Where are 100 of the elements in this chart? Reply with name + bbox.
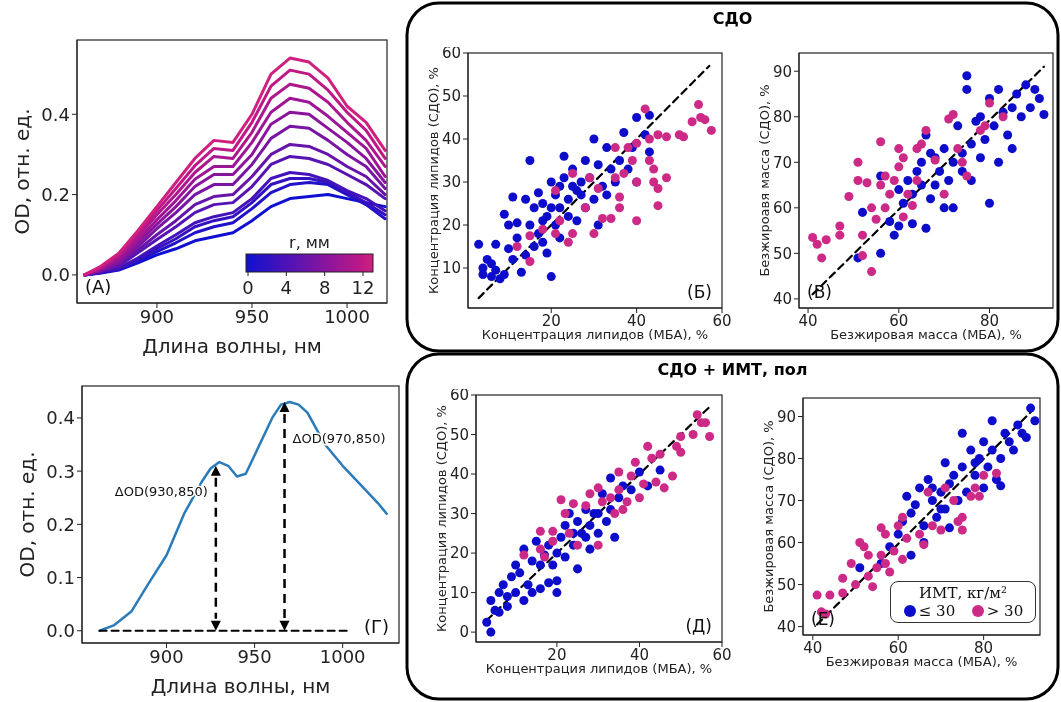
point (511, 560, 521, 570)
point (996, 481, 1006, 491)
point (907, 201, 917, 211)
point (906, 508, 916, 518)
x-tick-label: 60 (889, 311, 909, 330)
point (926, 194, 936, 204)
y-tick-label: 60 (441, 44, 461, 63)
point (560, 520, 570, 530)
x-tick-label: 60 (888, 638, 908, 657)
point (857, 230, 868, 240)
point (1004, 437, 1014, 447)
point (948, 157, 958, 167)
point (867, 267, 877, 277)
x-tick-label: 1000 (319, 645, 366, 667)
point (651, 477, 661, 487)
point (994, 84, 1004, 94)
point (655, 465, 665, 475)
point (897, 554, 908, 564)
point (857, 207, 868, 217)
point (626, 485, 636, 495)
annotation: (Б) (687, 282, 712, 302)
point (519, 596, 529, 606)
y-tick-label: 60 (772, 199, 792, 218)
annotation: (Е) (811, 609, 836, 629)
point (940, 483, 950, 493)
x-tick-label: 900 (139, 305, 175, 327)
point (939, 203, 949, 213)
y-tick-label: 0.2 (41, 183, 70, 205)
point (876, 248, 886, 258)
legend-label: > 30 (986, 602, 1024, 620)
point (863, 571, 873, 581)
point (593, 483, 603, 493)
point (893, 521, 903, 531)
point (962, 171, 972, 181)
y-tick-label: 0.4 (46, 407, 75, 429)
point (966, 139, 976, 149)
y-tick-label: 0.2 (46, 513, 75, 535)
point (970, 483, 980, 493)
point (486, 627, 496, 637)
point (535, 544, 545, 554)
point (672, 441, 682, 451)
point (494, 607, 504, 617)
point (939, 189, 949, 199)
point (551, 186, 561, 196)
y-axis-title: Концентрация липидов (СДО), % (426, 67, 441, 294)
point (912, 166, 922, 176)
y-tick-label: 50 (449, 425, 469, 444)
point (885, 567, 895, 577)
point (606, 473, 616, 483)
point (560, 509, 570, 519)
annotation: (Д) (685, 616, 712, 636)
point (622, 497, 632, 507)
point (597, 214, 607, 224)
point (939, 144, 949, 154)
point (855, 563, 865, 573)
y-axis-title: OD, отн. ед. (10, 108, 34, 235)
point (538, 224, 548, 234)
point (979, 483, 989, 493)
point (919, 521, 929, 531)
point (910, 500, 920, 510)
point (1003, 130, 1013, 140)
point (581, 501, 591, 511)
point (573, 516, 583, 526)
point (523, 580, 533, 590)
point (927, 496, 937, 506)
y-tick-label: 80 (776, 449, 796, 468)
y-tick-label: 60 (776, 533, 796, 552)
point (898, 212, 908, 222)
y-tick-label: 40 (449, 465, 469, 484)
point (859, 542, 869, 552)
point (872, 563, 882, 573)
line-series (98, 400, 388, 633)
point (531, 536, 541, 546)
point (825, 590, 835, 600)
x-tick-label: 40 (627, 311, 647, 330)
x-axis-title: Длина волны, нм (142, 334, 322, 358)
point (700, 115, 710, 125)
annotation: 4 (280, 277, 293, 298)
point (957, 428, 967, 438)
point (610, 532, 620, 542)
point (871, 214, 881, 224)
y-tick-label: 40 (441, 130, 461, 149)
y-tick-label: 70 (776, 491, 796, 510)
point (835, 230, 845, 240)
point (903, 189, 913, 199)
point (535, 560, 545, 570)
point (844, 191, 854, 201)
point (649, 177, 659, 187)
point (923, 487, 933, 497)
x-tick-label: 80 (979, 311, 1000, 330)
color-bar-title: r, мм (289, 233, 330, 252)
point (876, 180, 886, 190)
point (512, 242, 522, 252)
point (615, 203, 625, 213)
point (889, 230, 899, 240)
point (1021, 432, 1031, 443)
point (980, 121, 990, 131)
point (894, 185, 904, 195)
point (593, 540, 603, 550)
point (974, 491, 984, 501)
